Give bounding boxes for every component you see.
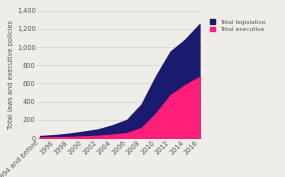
Y-axis label: Total laws and executive policies: Total laws and executive policies (8, 20, 14, 129)
Legend: Total legislative, Total executive: Total legislative, Total executive (208, 17, 268, 35)
